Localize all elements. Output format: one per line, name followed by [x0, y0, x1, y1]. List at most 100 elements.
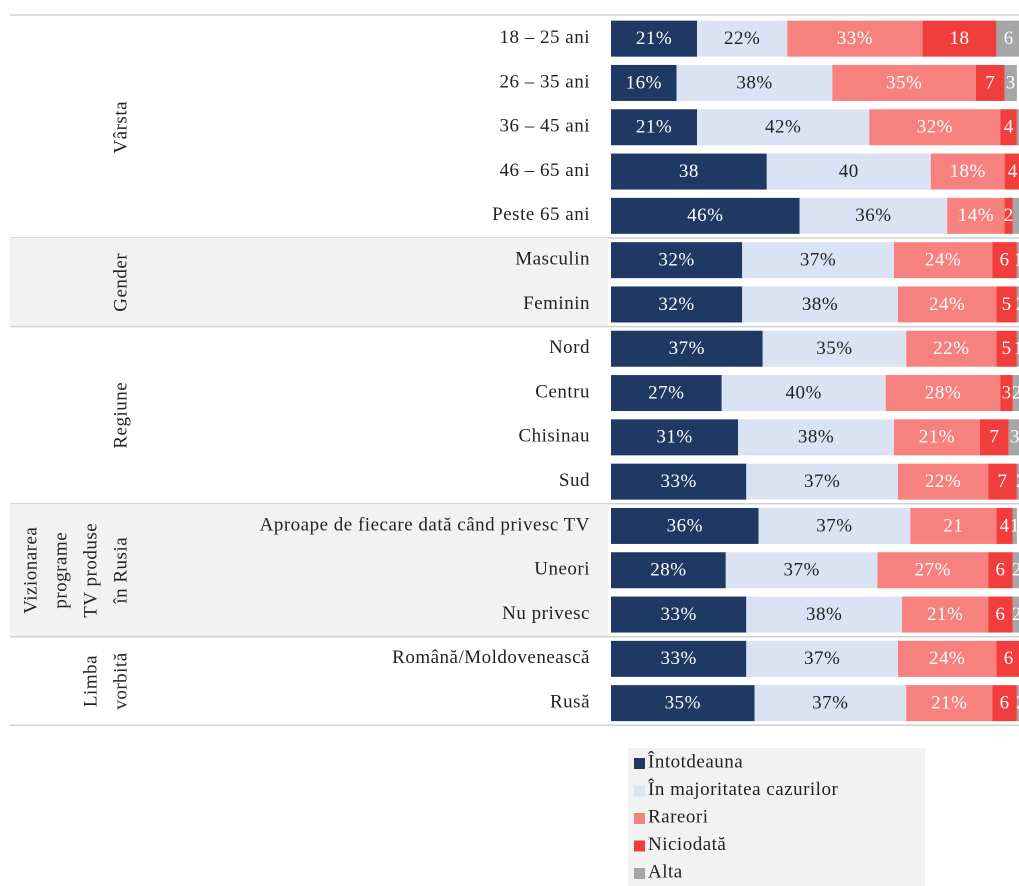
data-label: 46%	[687, 205, 723, 226]
data-label: 4	[1008, 161, 1018, 182]
data-label: 28%	[650, 560, 686, 581]
data-label: 1	[1014, 338, 1019, 359]
bar-segment	[697, 20, 788, 57]
data-label: 5	[1002, 338, 1012, 359]
data-label: 2	[1004, 205, 1014, 226]
bar-segment	[910, 507, 997, 544]
bar-segment	[996, 330, 1017, 367]
data-label: 1	[1014, 250, 1019, 271]
data-label: 21%	[636, 28, 672, 49]
bar-segment	[611, 242, 743, 279]
data-label: 33%	[660, 471, 696, 492]
data-label: 36%	[855, 205, 891, 226]
data-label: 18%	[950, 161, 986, 182]
bar-segment	[1012, 596, 1019, 633]
data-label: 40	[839, 161, 859, 182]
category-label: Peste 65 ani	[492, 204, 590, 225]
category-label: 36 – 45 ani	[500, 116, 590, 137]
category-label: Sud	[559, 470, 590, 491]
data-label: 21%	[919, 427, 955, 448]
group-label: vorbită	[110, 652, 131, 709]
legend-swatch	[634, 813, 645, 824]
bar-segment	[611, 109, 698, 146]
category-label: Centru	[535, 381, 590, 402]
data-label: 22%	[933, 338, 969, 359]
category-label: Chisinau	[518, 426, 590, 447]
data-label: 6	[1000, 693, 1010, 714]
data-label: 22%	[925, 471, 961, 492]
legend-swatch	[634, 758, 645, 769]
bar-segment	[992, 242, 1017, 279]
data-label: 35%	[665, 693, 701, 714]
bar-segment	[1016, 286, 1019, 323]
data-label: 21	[943, 515, 963, 536]
group-label: programe	[50, 532, 71, 609]
data-label: 22%	[724, 28, 760, 49]
data-label: 2	[1016, 294, 1019, 315]
data-label: 2	[1016, 693, 1019, 714]
bar-segment	[992, 685, 1017, 722]
data-label: 37%	[783, 560, 819, 581]
bar-segment	[725, 552, 878, 589]
category-label: Română/Moldovenească	[392, 647, 590, 668]
data-label: 7	[985, 72, 995, 93]
bar-segment	[898, 463, 989, 500]
category-label: Aproape de fiecare dată când privesc TV	[260, 514, 590, 535]
bar-segment	[1012, 197, 1019, 234]
bar-segment	[1012, 552, 1019, 589]
bar-segment	[898, 286, 997, 323]
data-label: 33%	[660, 604, 696, 625]
data-label: 2	[1012, 382, 1019, 403]
data-label: 38%	[806, 604, 842, 625]
bar-segment	[988, 552, 1013, 589]
group-label: Regiune	[110, 382, 131, 449]
category-label: 46 – 65 ani	[500, 160, 590, 181]
bar-segment	[1012, 375, 1019, 412]
data-label: 24%	[925, 250, 961, 271]
bar-segment	[766, 153, 931, 190]
group-label: Gender	[110, 253, 131, 312]
group-label: Vârsta	[110, 101, 131, 154]
bar-segment	[611, 685, 755, 722]
bar-segment	[611, 552, 726, 589]
bar-segment	[1016, 685, 1019, 722]
group-label: TV produse	[80, 523, 101, 618]
bar-segment	[893, 419, 980, 456]
group-background	[10, 503, 608, 637]
legend-swatch	[634, 785, 645, 797]
legend-label: Întotdeauna	[648, 750, 743, 772]
bar-segment	[1016, 109, 1019, 146]
bar-segment	[742, 286, 898, 323]
bar-segment	[611, 153, 767, 190]
bar-segment	[611, 596, 747, 633]
data-label: 21%	[927, 604, 963, 625]
bar-segment	[885, 375, 1001, 412]
data-label: 21%	[636, 117, 672, 138]
bar-segment	[996, 507, 1013, 544]
bar-segment	[996, 286, 1017, 323]
bar-segment	[1000, 109, 1017, 146]
category-label: Rusă	[550, 692, 590, 713]
bar-segment	[611, 197, 800, 234]
bar-segment	[746, 596, 903, 633]
data-label: 40%	[786, 382, 822, 403]
bar-segment	[746, 463, 898, 500]
bar-segment	[611, 286, 743, 323]
bar-segment	[996, 640, 1019, 677]
category-label: 26 – 35 ani	[500, 71, 590, 92]
bar-segment	[1016, 463, 1019, 500]
data-label: 37%	[800, 250, 836, 271]
data-label: 31%	[656, 427, 692, 448]
bar-segment	[799, 197, 948, 234]
category-label: Feminin	[523, 293, 590, 314]
legend-label: În majoritatea cazurilor	[648, 778, 838, 800]
bar-segment	[980, 419, 1009, 456]
legend-swatch	[634, 840, 645, 852]
bar-segment	[676, 64, 833, 101]
bar-segment	[975, 64, 1005, 101]
bar-segment	[758, 507, 911, 544]
data-label: 24%	[929, 294, 965, 315]
data-label: 18	[950, 28, 970, 49]
data-label: 37%	[816, 515, 852, 536]
